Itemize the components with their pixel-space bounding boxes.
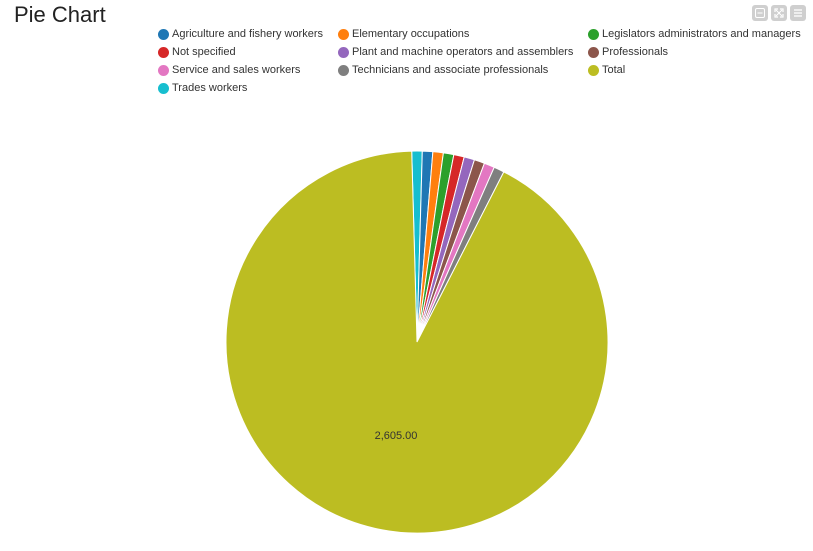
legend-item-elementary-occupations[interactable]: Elementary occupations [338, 26, 588, 42]
legend-label: Total [602, 64, 626, 76]
legend-item-total[interactable]: Total [588, 62, 813, 78]
legend-label: Technicians and associate professionals [352, 64, 549, 76]
legend-item-agriculture-and-fishery-workers[interactable]: Agriculture and fishery workers [158, 26, 338, 42]
legend-label: Service and sales workers [172, 64, 301, 76]
legend-item-plant-and-machine-operators-and-assemblers[interactable]: Plant and machine operators and assemble… [338, 44, 588, 60]
legend-item-legislators-administrators-and-managers[interactable]: Legislators administrators and managers [588, 26, 813, 42]
legend-marker [158, 82, 169, 94]
legend-label: Trades workers [172, 82, 248, 94]
legend-marker [338, 46, 349, 58]
legend-label: Elementary occupations [352, 28, 470, 40]
legend-item-service-and-sales-workers[interactable]: Service and sales workers [158, 62, 338, 78]
expand-icon[interactable] [771, 5, 787, 21]
data-label-total: 2,605.00 [375, 430, 418, 442]
legend-marker [338, 28, 349, 40]
page-title: Pie Chart [14, 2, 106, 27]
legend-label: Not specified [172, 46, 236, 58]
menu-icon[interactable] [790, 5, 806, 21]
legend-item-trades-workers[interactable]: Trades workers [158, 80, 338, 96]
legend-item-technicians-and-associate-professionals[interactable]: Technicians and associate professionals [338, 62, 588, 78]
pie-slice-total[interactable] [225, 150, 609, 534]
legend-marker [158, 64, 169, 76]
legend-item-professionals[interactable]: Professionals [588, 44, 813, 60]
legend-label: Legislators administrators and managers [602, 28, 801, 40]
legend-marker [158, 28, 169, 40]
legend-label: Plant and machine operators and assemble… [352, 46, 574, 58]
legend-marker [158, 46, 169, 58]
legend-item-not-specified[interactable]: Not specified [158, 44, 338, 60]
minimize-icon[interactable] [752, 5, 768, 21]
legend-marker [588, 28, 599, 40]
chart-legend: Agriculture and fishery workers Elementar… [158, 26, 813, 96]
legend-marker [338, 64, 349, 76]
legend-marker [588, 46, 599, 58]
chart-toolbar [752, 5, 806, 21]
legend-label: Professionals [602, 46, 669, 58]
legend-label: Agriculture and fishery workers [172, 28, 324, 40]
legend-marker [588, 64, 599, 76]
